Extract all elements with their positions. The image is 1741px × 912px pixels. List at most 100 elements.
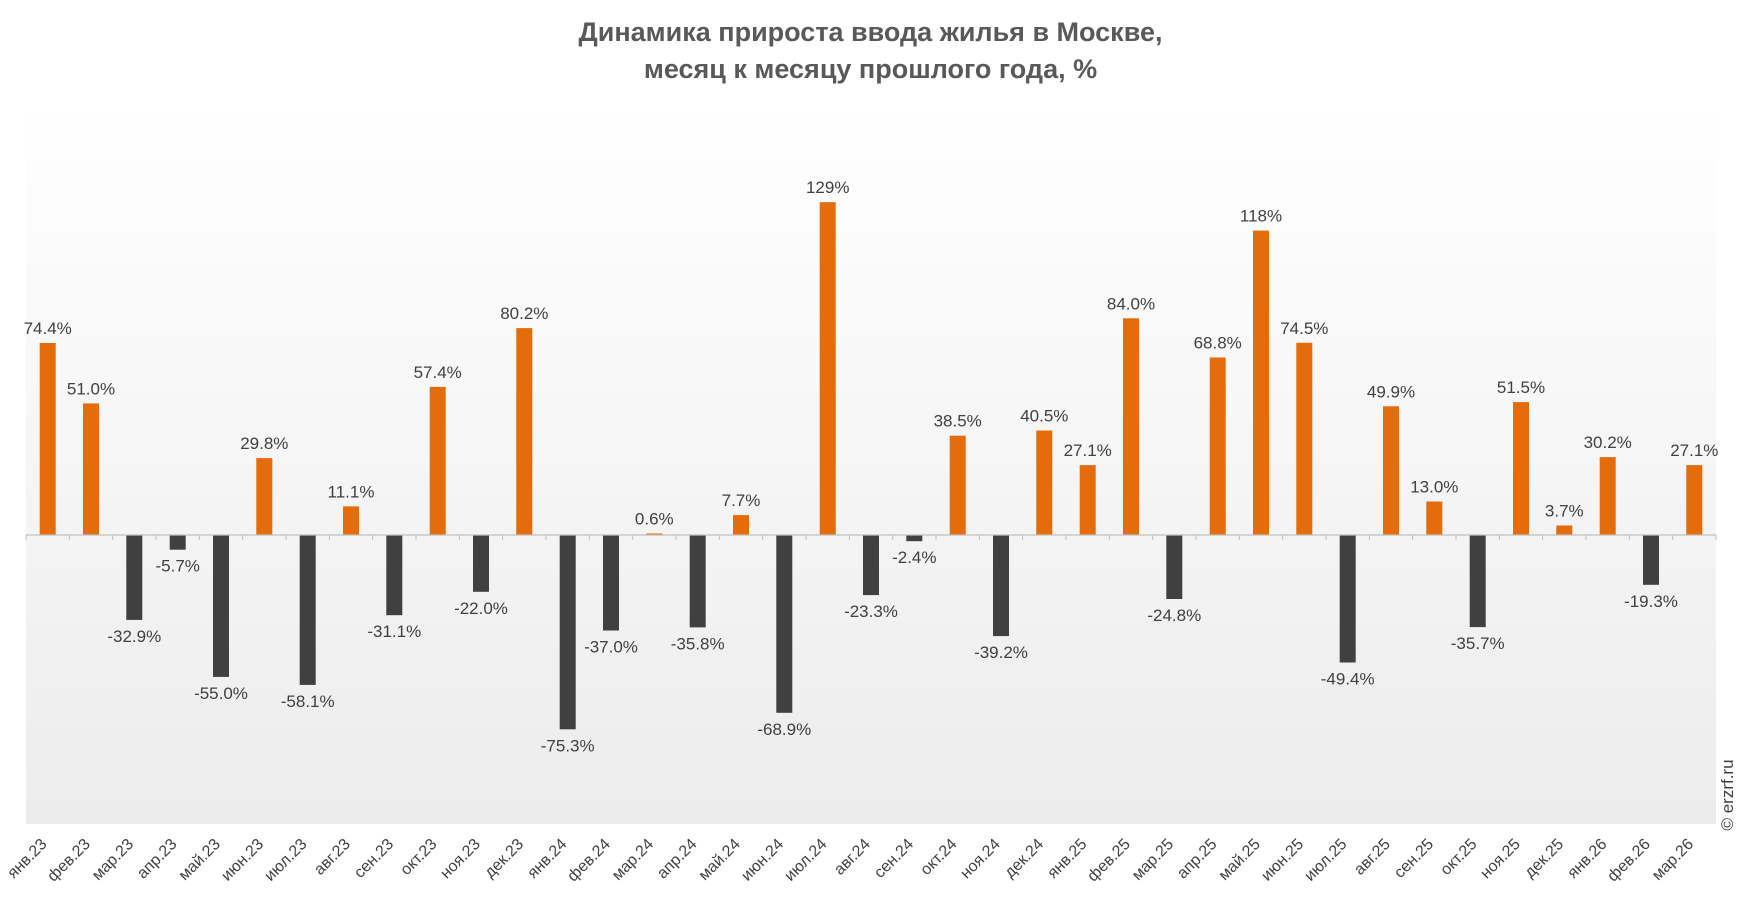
data-label-7: 11.1% (328, 482, 375, 501)
x-tick-label-28: май.25 (1216, 836, 1264, 884)
bar-7 (343, 506, 359, 535)
x-tick-label-38: мар.26 (1649, 836, 1697, 884)
bar-11 (516, 328, 533, 535)
x-tick-label-9: окт.23 (397, 836, 440, 879)
x-tick-label-13: фев.24 (564, 836, 613, 885)
x-tick-label-33: окт.25 (1437, 836, 1480, 879)
bar-5 (256, 458, 273, 535)
data-label-29: 74.5% (1280, 319, 1328, 338)
data-label-27: 68.8% (1194, 334, 1242, 353)
chart-title-line-1: Динамика прироста ввода жилья в Москве, (578, 17, 1163, 47)
bar-0 (39, 343, 56, 535)
data-label-11: 80.2% (500, 304, 548, 323)
x-tick-label-36: янв.26 (1564, 836, 1610, 882)
data-label-4: -55.0% (194, 684, 248, 703)
bar-27 (1209, 357, 1226, 535)
bar-14 (646, 533, 663, 535)
bar-32 (1426, 501, 1443, 535)
x-tick-label-6: июл.23 (262, 836, 311, 885)
bar-38 (1686, 465, 1703, 535)
data-label-2: -32.9% (107, 627, 161, 646)
bar-1 (83, 403, 99, 535)
data-label-23: 40.5% (1020, 407, 1068, 426)
x-tick-label-14: мар.24 (609, 836, 657, 884)
data-label-9: 57.4% (414, 363, 462, 382)
bar-8 (386, 535, 403, 616)
bar-4 (213, 535, 229, 677)
x-tick-label-10: ноя.23 (437, 836, 483, 882)
bar-3 (169, 535, 186, 550)
zero-axis (25, 534, 1717, 540)
bar-18 (819, 202, 836, 535)
bar-2 (126, 535, 143, 620)
bars-group (39, 202, 1703, 730)
bar-17 (776, 535, 793, 713)
x-tick-label-5: июн.23 (218, 836, 267, 885)
data-label-22: -39.2% (974, 643, 1028, 662)
bar-9 (429, 386, 446, 535)
bar-12 (559, 535, 576, 730)
x-tick-label-24: янв.25 (1044, 836, 1090, 882)
x-tick-label-15: апр.24 (654, 836, 701, 883)
bar-15 (689, 535, 706, 628)
watermark: © erzrf.ru (1718, 759, 1737, 830)
data-label-13: -37.0% (584, 638, 638, 657)
x-tick-label-11: дек.23 (482, 836, 528, 882)
x-tick-label-19: авг.24 (831, 836, 874, 879)
data-label-3: -5.7% (155, 557, 199, 576)
data-label-38: 27.1% (1670, 441, 1718, 460)
data-label-19: -23.3% (844, 602, 898, 621)
data-label-12: -75.3% (541, 736, 595, 755)
data-label-36: 30.2% (1584, 433, 1632, 452)
chart-title: Динамика прироста ввода жилья в Москве, … (0, 14, 1741, 88)
data-label-6: -58.1% (281, 692, 335, 711)
x-tick-label-4: май.23 (176, 836, 224, 884)
data-label-37: -19.3% (1624, 592, 1678, 611)
x-tick-label-2: мар.23 (89, 836, 137, 884)
x-tick-label-25: фев.25 (1084, 836, 1133, 885)
data-label-21: 38.5% (934, 412, 982, 431)
data-label-25: 84.0% (1107, 294, 1155, 313)
x-tick-label-32: сен.25 (1391, 836, 1437, 882)
data-label-34: 51.5% (1497, 378, 1545, 397)
bar-34 (1513, 402, 1529, 535)
x-tick-label-31: авг.25 (1351, 836, 1394, 879)
bar-21 (949, 435, 966, 535)
bar-19 (863, 535, 879, 596)
x-tick-label-12: янв.24 (524, 836, 570, 882)
chart-title-line-2: месяц к месяцу прошлого года, % (643, 54, 1098, 84)
data-label-30: -49.4% (1321, 670, 1375, 689)
x-tick-label-3: апр.23 (134, 836, 181, 883)
bar-35 (1556, 525, 1573, 535)
x-tick-label-26: мар.25 (1129, 836, 1177, 884)
data-label-31: 49.9% (1367, 382, 1415, 401)
bar-28 (1253, 230, 1269, 535)
bar-25 (1123, 318, 1139, 535)
x-tick-label-0: янв.23 (4, 836, 50, 882)
x-tick-label-17: июн.24 (738, 836, 787, 885)
data-label-16: 7.7% (722, 491, 761, 510)
x-tick-label-34: ноя.25 (1477, 836, 1523, 882)
bar-26 (1166, 535, 1183, 599)
x-axis-tick-labels: янв.23фев.23мар.23апр.23май.23июн.23июл.… (4, 836, 1697, 885)
bar-36 (1599, 457, 1616, 535)
data-label-26: -24.8% (1147, 606, 1201, 625)
x-tick-label-29: июн.25 (1258, 836, 1307, 885)
x-tick-label-7: авг.23 (311, 836, 354, 879)
x-tick-label-20: сен.24 (871, 836, 917, 882)
data-label-5: 29.8% (240, 434, 288, 453)
data-label-15: -35.8% (671, 634, 725, 653)
x-tick-label-16: май.24 (696, 836, 744, 884)
watermark-text: © erzrf.ru (1718, 759, 1737, 830)
data-label-18: 129% (806, 178, 849, 197)
bar-22 (993, 535, 1009, 637)
bar-31 (1383, 406, 1399, 535)
bar-23 (1036, 430, 1053, 535)
data-label-1: 51.0% (67, 379, 115, 398)
bar-29 (1296, 342, 1313, 535)
data-label-28: 118% (1240, 207, 1282, 226)
bar-30 (1339, 535, 1356, 663)
data-label-35: 3.7% (1545, 502, 1584, 521)
data-label-32: 13.0% (1410, 478, 1458, 497)
